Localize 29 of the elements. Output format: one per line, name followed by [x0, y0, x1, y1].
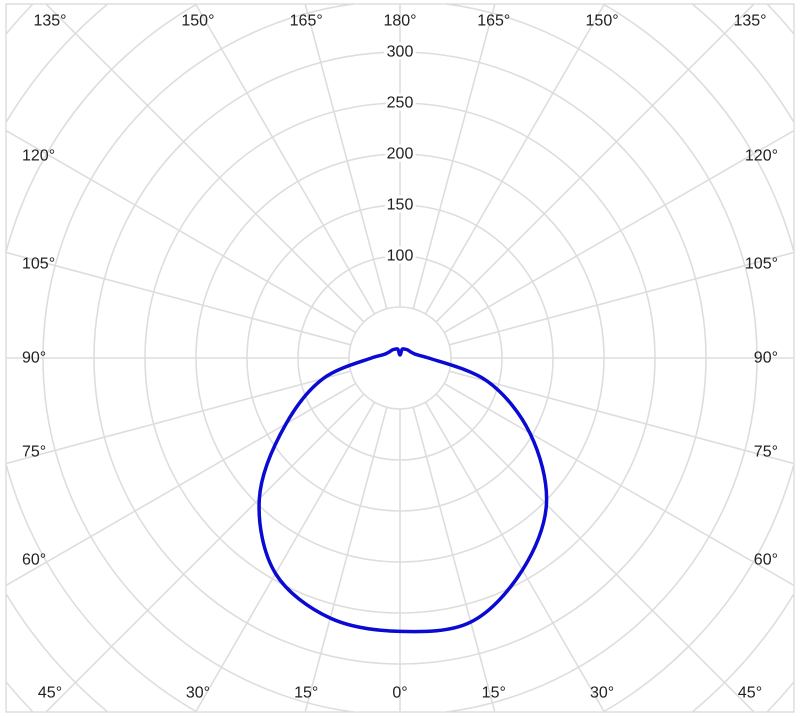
spoke-label: 15°: [482, 684, 506, 702]
spoke-label: 165°: [290, 12, 323, 30]
spoke-label: 30°: [186, 684, 210, 702]
spoke-label: 75°: [754, 443, 778, 460]
y-tick-label: 150: [386, 196, 414, 214]
spoke-label: 30°: [590, 684, 614, 702]
spoke-label: 45°: [738, 684, 762, 702]
spoke-label: 165°: [477, 12, 510, 30]
spoke-label: 75°: [22, 443, 46, 460]
spoke-label: 90°: [754, 350, 778, 366]
spoke-label: 0°: [392, 684, 408, 702]
spoke-label: 105°: [22, 256, 56, 273]
spoke-label: 120°: [744, 147, 778, 164]
spoke-label: 60°: [22, 552, 46, 569]
spoke-label: 90°: [22, 350, 46, 366]
spoke-label: 15°: [294, 684, 318, 702]
spoke-label: 45°: [38, 684, 62, 702]
y-tick-label: 200: [386, 146, 414, 162]
spoke-label: 150°: [586, 12, 619, 30]
spoke-label: 135°: [733, 12, 767, 30]
spoke-label: 120°: [22, 147, 56, 164]
spoke-label: 150°: [181, 12, 214, 30]
y-tick-label: 250: [386, 94, 414, 112]
spoke-label: 105°: [744, 256, 778, 273]
spoke-label: 60°: [754, 552, 778, 569]
spoke-label: 135°: [33, 12, 67, 30]
spoke-label: 180°: [383, 12, 417, 30]
y-tick-label: 100: [386, 248, 414, 264]
y-tick-label: 300: [386, 44, 414, 60]
